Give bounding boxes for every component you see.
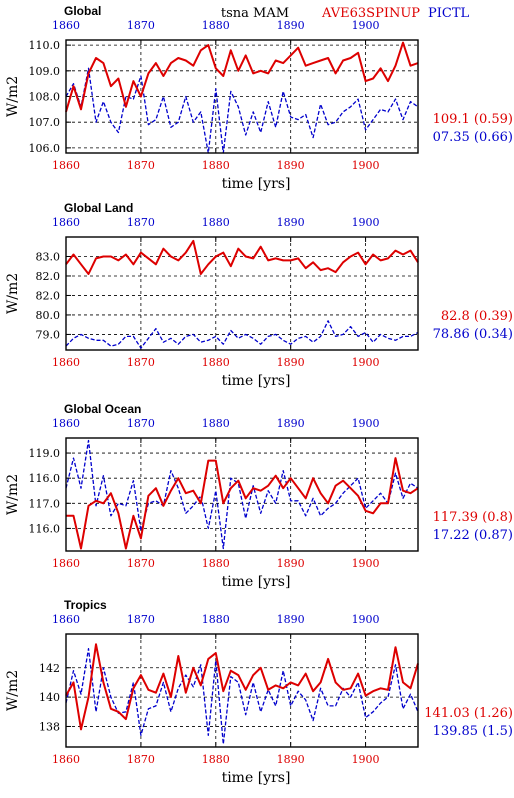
y-axis-title: W/m2	[5, 76, 21, 117]
x-axis-title: time [yrs]	[222, 373, 291, 389]
y-tick-label: 138	[39, 720, 60, 733]
x-tick-label-top: 1900	[352, 417, 380, 430]
y-tick-label: 116.0	[29, 522, 61, 535]
x-tick-label-top: 1880	[202, 417, 230, 430]
x-tick-label-top: 1890	[277, 19, 305, 32]
x-axis-title: time [yrs]	[222, 176, 291, 192]
x-tick-label-bottom: 1900	[352, 557, 380, 570]
plot-frame	[65, 633, 419, 748]
y-tick-label: 117.0	[29, 497, 61, 510]
y-tick-label: 107.0	[29, 116, 61, 129]
y-tick-label: 82.0	[36, 289, 61, 302]
stat-label-exp: 141.03 (1.26)	[424, 706, 513, 721]
x-tick-label-top: 1860	[52, 417, 80, 430]
x-tick-label-bottom: 1870	[127, 356, 155, 369]
panel-3: Tropics186018601870187018801880189018901…	[5, 598, 513, 786]
header-exp-name: AVE63SPINUP	[321, 6, 420, 21]
x-tick-label-bottom: 1880	[202, 356, 230, 369]
y-tick-label: 119.0	[29, 447, 61, 460]
panel-1: Global Land18601860187018701880188018901…	[5, 201, 513, 389]
x-tick-label-bottom: 1860	[52, 753, 80, 766]
panel-title: Global	[64, 4, 101, 18]
x-tick-label-bottom: 1890	[277, 753, 305, 766]
x-tick-label-bottom: 1880	[202, 557, 230, 570]
x-tick-label-top: 1860	[52, 19, 80, 32]
y-tick-label: 108.0	[29, 91, 61, 104]
x-tick-label-bottom: 1860	[52, 557, 80, 570]
stat-label-exp: 117.39 (0.8)	[433, 510, 513, 525]
x-tick-label-top: 1890	[277, 417, 305, 430]
y-tick-label: 82.0	[36, 270, 61, 283]
x-tick-label-top: 1890	[277, 216, 305, 229]
x-tick-label-bottom: 1890	[277, 356, 305, 369]
x-tick-label-bottom: 1880	[202, 159, 230, 172]
plot-frame	[65, 39, 419, 154]
x-tick-label-bottom: 1900	[352, 159, 380, 172]
stat-label-ctl: 17.22 (0.87)	[433, 528, 513, 543]
x-tick-label-bottom: 1860	[52, 159, 80, 172]
y-tick-label: 140	[39, 691, 60, 704]
panel-0: Global1860186018701870188018801890189019…	[5, 4, 513, 192]
x-tick-label-bottom: 1890	[277, 159, 305, 172]
header-title: tsna MAM	[221, 6, 289, 21]
y-axis-title: W/m2	[5, 273, 21, 314]
x-tick-label-bottom: 1870	[127, 159, 155, 172]
series-line-exp	[65, 239, 419, 275]
x-tick-label-bottom: 1900	[352, 753, 380, 766]
y-tick-label: 83.0	[36, 250, 61, 263]
x-tick-label-top: 1900	[352, 19, 380, 32]
y-tick-label: 80.0	[36, 309, 61, 322]
y-axis-title: W/m2	[5, 474, 21, 515]
chart-panels: Global1860186018701870188018801890189019…	[5, 4, 513, 786]
stat-label-exp: 109.1 (0.59)	[433, 112, 513, 127]
x-tick-label-top: 1870	[127, 19, 155, 32]
series-line-ctl	[65, 648, 419, 745]
y-tick-label: 79.0	[36, 328, 61, 341]
y-tick-label: 109.0	[29, 65, 61, 78]
x-tick-label-top: 1870	[127, 417, 155, 430]
header-ctl-name: PICTL	[428, 6, 470, 21]
y-tick-label: 142	[39, 662, 60, 675]
x-tick-label-top: 1880	[202, 216, 230, 229]
x-tick-label-bottom: 1900	[352, 356, 380, 369]
panel-2: Global Ocean1860186018701870188018801890…	[5, 402, 513, 590]
series-line-ctl	[65, 320, 419, 349]
series-line-exp	[65, 643, 419, 731]
x-tick-label-bottom: 1870	[127, 753, 155, 766]
x-axis-title: time [yrs]	[222, 770, 291, 786]
y-tick-label: 116.0	[29, 472, 61, 485]
y-tick-label: 110.0	[29, 39, 61, 52]
x-tick-label-top: 1900	[352, 613, 380, 626]
x-axis-title: time [yrs]	[222, 574, 291, 590]
stat-label-ctl: 07.35 (0.66)	[433, 130, 513, 145]
panel-title: Global Ocean	[64, 402, 141, 416]
stat-label-exp: 82.8 (0.39)	[441, 309, 513, 324]
x-tick-label-bottom: 1890	[277, 557, 305, 570]
x-tick-label-bottom: 1860	[52, 356, 80, 369]
plot-frame	[65, 236, 419, 351]
series-line-ctl	[65, 439, 419, 550]
x-tick-label-top: 1880	[202, 19, 230, 32]
panel-title: Tropics	[64, 598, 107, 612]
panel-title: Global Land	[64, 201, 133, 215]
plot-frame	[65, 437, 419, 552]
x-tick-label-bottom: 1880	[202, 753, 230, 766]
x-tick-label-top: 1860	[52, 613, 80, 626]
y-axis-title: W/m2	[5, 670, 21, 711]
x-tick-label-bottom: 1870	[127, 557, 155, 570]
x-tick-label-top: 1870	[127, 613, 155, 626]
y-tick-label: 106.0	[29, 142, 61, 155]
stat-label-ctl: 78.86 (0.34)	[433, 327, 513, 342]
stat-label-ctl: 139.85 (1.5)	[433, 724, 513, 739]
x-tick-label-top: 1900	[352, 216, 380, 229]
x-tick-label-top: 1860	[52, 216, 80, 229]
x-tick-label-top: 1890	[277, 613, 305, 626]
series-line-exp	[65, 41, 419, 113]
x-tick-label-top: 1870	[127, 216, 155, 229]
series-line-exp	[66, 457, 419, 550]
x-tick-label-top: 1880	[202, 613, 230, 626]
